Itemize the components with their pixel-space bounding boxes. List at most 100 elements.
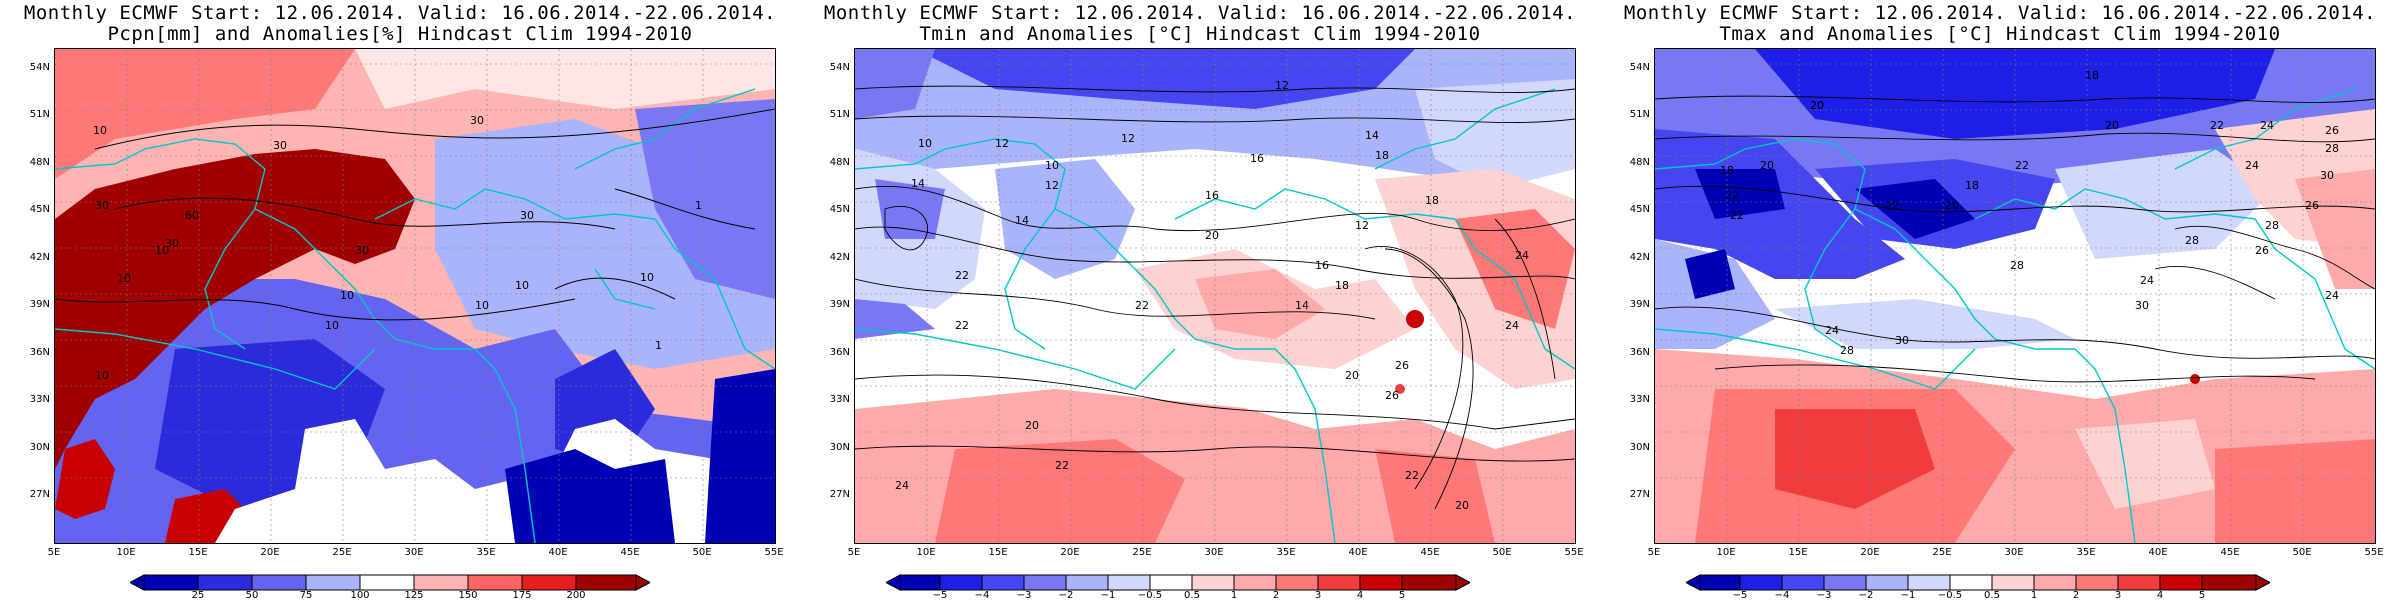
tmin-panel: Monthly ECMWF Start: 12.06.2014. Valid: …	[800, 0, 1600, 601]
tmin-title-line1: Monthly ECMWF Start: 12.06.2014. Valid: …	[823, 2, 1577, 24]
lat-label: 48N	[1629, 157, 1650, 168]
tmin-contour-label: 16	[1250, 152, 1264, 165]
tmin-contour-label: 14	[911, 177, 925, 190]
lat-label: 42N	[1629, 252, 1650, 263]
tmax-contour-label: 28	[1840, 344, 1854, 357]
precip-contour-label: 30	[95, 199, 109, 212]
colorbar-tick: 3	[2114, 590, 2122, 601]
lon-label: 25E	[1132, 547, 1152, 558]
colorbar-tick: 1	[1230, 590, 1238, 601]
tmax-contour-label: 26	[2255, 244, 2269, 257]
colorbar-tick: −1	[1100, 590, 1116, 601]
lon-label: 40E	[2148, 547, 2168, 558]
lat-label: 45N	[1629, 204, 1650, 215]
lon-label: 25E	[332, 547, 352, 558]
tmin-contour-label: 24	[895, 479, 909, 492]
precip-contour-label: 10	[93, 124, 107, 137]
lat-label: 54N	[29, 62, 50, 73]
lon-label: 20E	[1060, 547, 1080, 558]
lat-label: 54N	[829, 62, 850, 73]
colorbar-tick: −1	[1900, 590, 1916, 601]
lon-label: 40E	[1348, 547, 1368, 558]
colorbar-tick: −5	[1732, 590, 1748, 601]
tmin-contour-label: 16	[1205, 189, 1219, 202]
lat-label: 30N	[29, 442, 50, 453]
tmin-contour-label: 22	[1055, 459, 1069, 472]
precip-map: 10 10 30 30 60 30 10 30 10 10 10 30 10 1…	[54, 48, 776, 544]
tmin-contour-label: 20	[1455, 499, 1469, 512]
colorbar-tick: −2	[1858, 590, 1874, 601]
colorbar-tick: 4	[2156, 590, 2164, 601]
colorbar-tick: 5	[2198, 590, 2206, 601]
lon-label: 45E	[620, 547, 640, 558]
lon-label: 20E	[260, 547, 280, 558]
lon-label: 25E	[1932, 547, 1952, 558]
tmin-contour-label: 22	[1405, 469, 1419, 482]
tmax-contour-label: 18	[1965, 179, 1979, 192]
colorbar-tick: −0.5	[1137, 590, 1163, 601]
tmin-contour-labels: 12 12 14 10 12 16 10 14 18 12 14 16 20 1…	[895, 79, 1529, 512]
precip-map-svg: 10 10 30 30 60 30 10 30 10 10 10 30 10 1…	[55, 49, 775, 543]
lon-label: 15E	[988, 547, 1008, 558]
colorbar-tick: 175	[512, 590, 532, 601]
tmax-contour-label: 20	[1760, 159, 1774, 172]
lat-label: 51N	[829, 109, 850, 120]
tmax-contour-label: 18	[2085, 69, 2099, 82]
tmin-contour-label: 10	[1045, 159, 1059, 172]
lon-label: 35E	[476, 547, 496, 558]
precip-contour-label: 10	[640, 271, 654, 284]
lon-label: 10E	[916, 547, 936, 558]
lat-label: 36N	[1629, 347, 1650, 358]
tmax-contour-label: 26	[2325, 124, 2339, 137]
lat-label: 51N	[29, 109, 50, 120]
colorbar-tick: −5	[932, 590, 948, 601]
tmin-contour-label: 22	[955, 319, 969, 332]
lon-label: 30E	[2004, 547, 2024, 558]
lat-label: 30N	[829, 442, 850, 453]
tmax-contour-label: 22	[1885, 199, 1899, 212]
colorbar-tick: 75	[299, 590, 313, 601]
tmin-contour-label: 14	[1015, 214, 1029, 227]
lon-label: 20E	[1860, 547, 1880, 558]
lat-label: 36N	[29, 347, 50, 358]
tmax-panel: Monthly ECMWF Start: 12.06.2014. Valid: …	[1600, 0, 2400, 601]
colorbar-tick: −4	[1774, 590, 1790, 601]
tmax-contour-label: 26	[2305, 199, 2319, 212]
tmax-contour-label: 20	[1810, 99, 1824, 112]
precip-contour-label: 10	[117, 272, 131, 285]
precip-contour-label: 30	[165, 237, 179, 250]
tmax-contour-label: 20	[1945, 199, 1959, 212]
colorbar-tick: 100	[350, 590, 370, 601]
lon-label: 10E	[116, 547, 136, 558]
tmax-contour-label: 28	[2010, 259, 2024, 272]
tmin-contour-label: 12	[1045, 179, 1059, 192]
lon-label: 15E	[188, 547, 208, 558]
colorbar-tick: 125	[404, 590, 424, 601]
precip-panel: Monthly ECMWF Start: 12.06.2014. Valid: …	[0, 0, 800, 601]
tmin-contour-label: 20	[1025, 419, 1039, 432]
colorbar-tick: −4	[974, 590, 990, 601]
tmin-contour-label: 14	[1295, 299, 1309, 312]
lat-label: 39N	[29, 299, 50, 310]
lon-label: 50E	[1492, 547, 1512, 558]
lat-label: 45N	[829, 204, 850, 215]
tmax-contour-label: 22	[2210, 119, 2224, 132]
lat-label: 39N	[829, 299, 850, 310]
tmax-contour-label: 28	[2265, 219, 2279, 232]
tmin-contour-label: 22	[1135, 299, 1149, 312]
tmax-contour-label: 24	[2325, 289, 2339, 302]
lon-label: 5E	[1647, 547, 1661, 558]
tmax-contour-label: 22	[2015, 159, 2029, 172]
tmin-contour-label: 24	[1505, 319, 1519, 332]
precip-contour-label: 1	[695, 199, 702, 212]
precip-contour-label: 10	[340, 289, 354, 302]
tmax-contour-label: 30	[2320, 169, 2334, 182]
tmax-map: 18 20 20 22 24 26 28 18 20 22 22 20 22 1…	[1654, 48, 2376, 544]
colorbar-tick: 0.5	[1184, 590, 1200, 601]
precip-contour-label: 10	[155, 244, 169, 257]
lon-label: 35E	[1276, 547, 1296, 558]
lon-label: 50E	[2292, 547, 2312, 558]
lat-label: 30N	[1629, 442, 1650, 453]
lon-label: 35E	[2076, 547, 2096, 558]
colorbar-tick: 25	[191, 590, 205, 601]
